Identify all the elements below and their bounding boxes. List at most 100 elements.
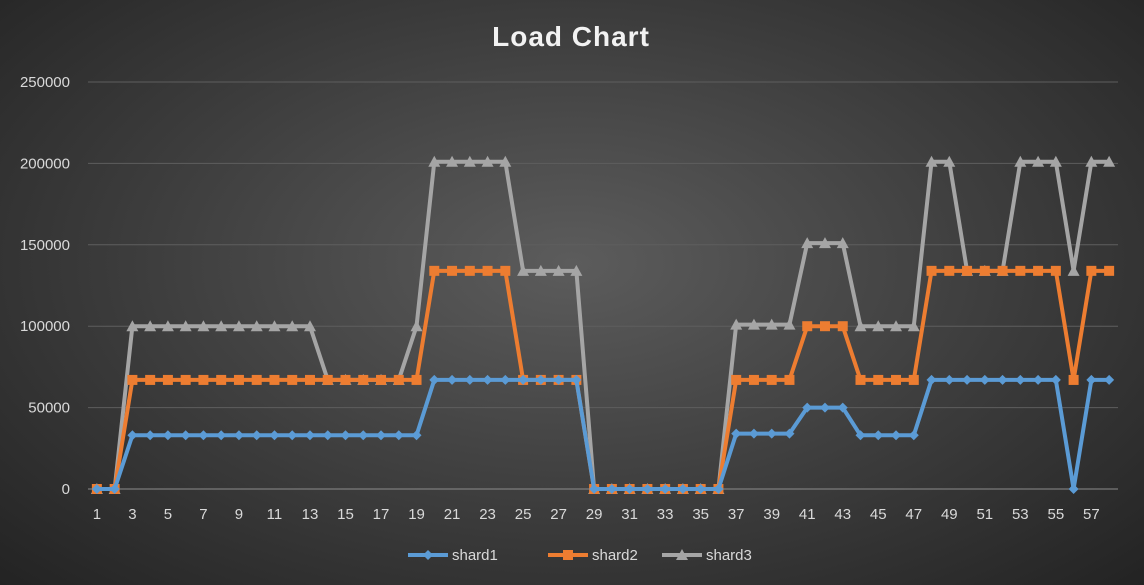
shard1-point <box>447 374 458 385</box>
shard1-point <box>145 430 156 441</box>
shard2-point <box>926 265 937 276</box>
shard1-point <box>731 428 742 439</box>
shard1-point <box>748 428 759 439</box>
shard2-point <box>162 374 173 385</box>
shard1-point <box>766 428 777 439</box>
x-tick-label: 7 <box>199 506 207 523</box>
shard1-point <box>340 430 351 441</box>
x-tick-label: 53 <box>1012 506 1029 523</box>
shard2-point <box>802 321 813 332</box>
y-axis: 0 50000 100000 150000 200000 250000 <box>20 74 70 498</box>
shard2-point <box>464 265 475 276</box>
shard1-point <box>358 430 369 441</box>
shard1-point <box>855 430 866 441</box>
series-shard1 <box>91 374 1115 494</box>
shard3-point <box>925 155 938 167</box>
shard3-point <box>250 320 263 332</box>
shard1-point <box>589 484 600 494</box>
shard2-point <box>819 321 830 332</box>
shard1-point <box>464 374 475 385</box>
shard2-point <box>979 265 990 276</box>
legend-label-shard1: shard1 <box>452 547 498 564</box>
shard1-point <box>251 430 262 441</box>
shard1-point <box>127 430 138 441</box>
shard1-point <box>908 430 919 441</box>
x-tick-label: 3 <box>128 506 136 523</box>
shard2-point <box>145 374 156 385</box>
shard2-point <box>180 374 191 385</box>
shard1-point <box>269 430 280 441</box>
shard1-point <box>962 374 973 385</box>
shard2-point <box>908 374 919 385</box>
shard1-point <box>482 374 493 385</box>
shard2-point <box>411 374 422 385</box>
shard2-point <box>269 374 280 385</box>
x-tick-label: 23 <box>479 506 496 523</box>
shard3-point <box>126 320 139 332</box>
shard3-point <box>410 320 423 332</box>
x-tick-label: 39 <box>763 506 780 523</box>
shard1-point <box>606 484 617 494</box>
shard3-point <box>836 237 849 249</box>
shard2-point <box>891 374 902 385</box>
shard1-point <box>1086 374 1097 385</box>
x-tick-label: 35 <box>692 506 709 523</box>
shard1-point <box>411 430 422 441</box>
shard2-point <box>216 374 227 385</box>
series-lines <box>90 155 1116 494</box>
x-tick-label: 1 <box>93 506 101 523</box>
x-tick-label: 11 <box>267 506 283 523</box>
legend: shard1 shard2 shard3 <box>408 547 752 564</box>
shard3-point <box>232 320 245 332</box>
shard2-point <box>198 374 209 385</box>
shard2-point <box>500 265 511 276</box>
shard2-point <box>482 265 493 276</box>
shard1-point <box>677 484 688 494</box>
shard1-point <box>979 374 990 385</box>
shard1-point <box>784 428 795 439</box>
gridlines <box>88 81 1118 490</box>
shard1-point <box>198 430 209 441</box>
x-tick-label: 31 <box>621 506 638 523</box>
shard1-point <box>1033 374 1044 385</box>
y-tick-label: 200000 <box>20 155 70 172</box>
shard2-point <box>1033 265 1044 276</box>
x-tick-label: 29 <box>586 506 603 523</box>
legend-label-shard3: shard3 <box>706 547 752 564</box>
shard1-point <box>216 430 227 441</box>
shard1-point <box>695 484 706 494</box>
legend-marker-shard1 <box>423 550 433 560</box>
shard2-point <box>944 265 955 276</box>
shard2-point <box>855 374 866 385</box>
y-tick-label: 250000 <box>20 74 70 91</box>
shard1-point <box>109 484 120 494</box>
x-tick-label: 17 <box>373 506 390 523</box>
shard3-point <box>428 155 441 167</box>
x-axis: 1 3 5 7 9 11 13 15 17 19 21 23 25 27 29 31 33 35 37 39 41 43 4… <box>93 506 1100 523</box>
shard3-point <box>144 320 157 332</box>
shard2-point <box>287 374 298 385</box>
shard3-point <box>783 318 796 330</box>
shard1-point <box>500 374 511 385</box>
shard1-point <box>873 430 884 441</box>
shard2-point <box>1015 265 1026 276</box>
x-tick-label: 37 <box>728 506 745 523</box>
shard3-point <box>890 320 903 332</box>
shard2-point <box>997 265 1008 276</box>
shard2-point <box>358 374 369 385</box>
x-tick-label: 55 <box>1048 506 1065 523</box>
shard3-point <box>1067 264 1080 276</box>
shard1-point <box>660 484 671 494</box>
shard3-point <box>801 237 814 249</box>
y-tick-label: 0 <box>62 481 70 498</box>
shard3-point <box>552 264 565 276</box>
shard3-point <box>907 320 920 332</box>
shard3-point <box>481 155 494 167</box>
x-tick-label: 9 <box>235 506 243 523</box>
shard1-point <box>802 402 813 413</box>
shard2-point <box>748 374 759 385</box>
shard3-point <box>818 237 831 249</box>
shard3-point <box>499 155 512 167</box>
shard1-point <box>1050 374 1061 385</box>
shard1-point <box>837 402 848 413</box>
